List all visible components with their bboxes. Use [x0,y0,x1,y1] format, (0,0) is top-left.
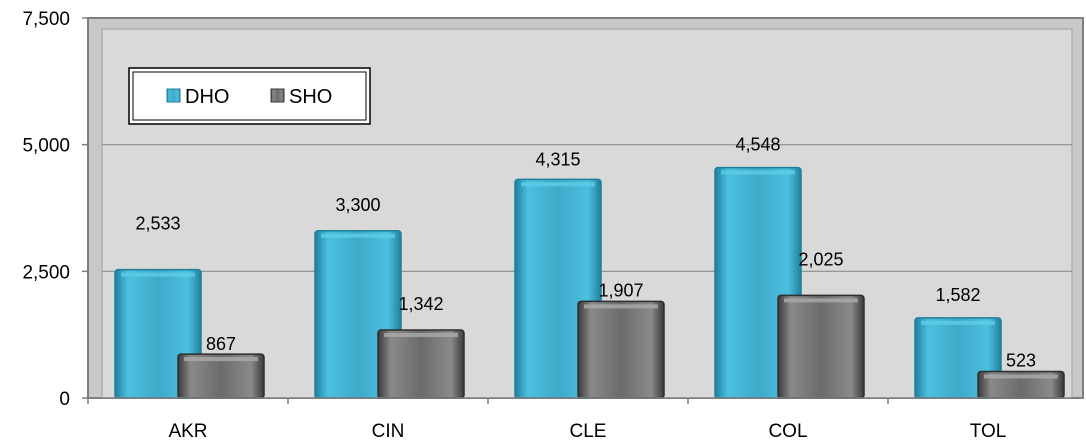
legend-label-dho: DHO [185,86,229,108]
bar-highlight [721,170,795,175]
bar-highlight [184,357,258,362]
bars [114,166,1065,399]
data-label: 2,533 [135,214,180,234]
data-label: 1,342 [398,294,443,314]
y-tick-label: 2,500 [22,262,70,283]
legend-label-sho: SHO [289,86,332,108]
x-tick-label: AKR [168,421,207,442]
data-labels: 2,533 3,300 4,315 4,548 1,582 867 1,342 1,907 2,… [135,135,1036,371]
bar-highlight [984,374,1058,379]
y-tick-label: 5,000 [22,136,70,157]
data-label: 4,315 [535,149,580,169]
data-label: 2,025 [798,249,843,269]
bar-sho-cle [577,300,665,399]
data-label: 867 [206,334,236,354]
x-tick-label: CLE [570,421,607,442]
x-tick-label: CIN [372,421,405,442]
bar-highlight [921,320,995,325]
bar-highlight [584,304,658,309]
bar-highlight [321,233,395,238]
data-label: 4,548 [735,135,780,155]
data-label: 523 [1006,351,1036,371]
bar-sho-cin [377,329,465,399]
y-tick-label: 0 [59,389,70,410]
bar-highlight [521,182,595,187]
x-tick-label: TOL [970,421,1007,442]
x-tick-label: COL [768,421,807,442]
bar-highlight [384,333,458,338]
data-label: 1,907 [598,280,643,300]
legend-swatch-sho [270,88,285,103]
x-axis-ticks: AKR CIN CLE COL TOL [87,398,1007,442]
data-label: 3,300 [335,195,380,215]
legend: DHO SHO [128,67,371,125]
y-axis-ticks: 0 2,500 5,000 7,500 [22,9,88,410]
data-label: 1,582 [935,285,980,305]
y-tick-label: 7,500 [22,9,70,30]
bar-highlight [784,298,858,303]
legend-swatch-dho [166,88,181,103]
bar-highlight [121,272,195,277]
bar-sho-col [777,294,865,399]
